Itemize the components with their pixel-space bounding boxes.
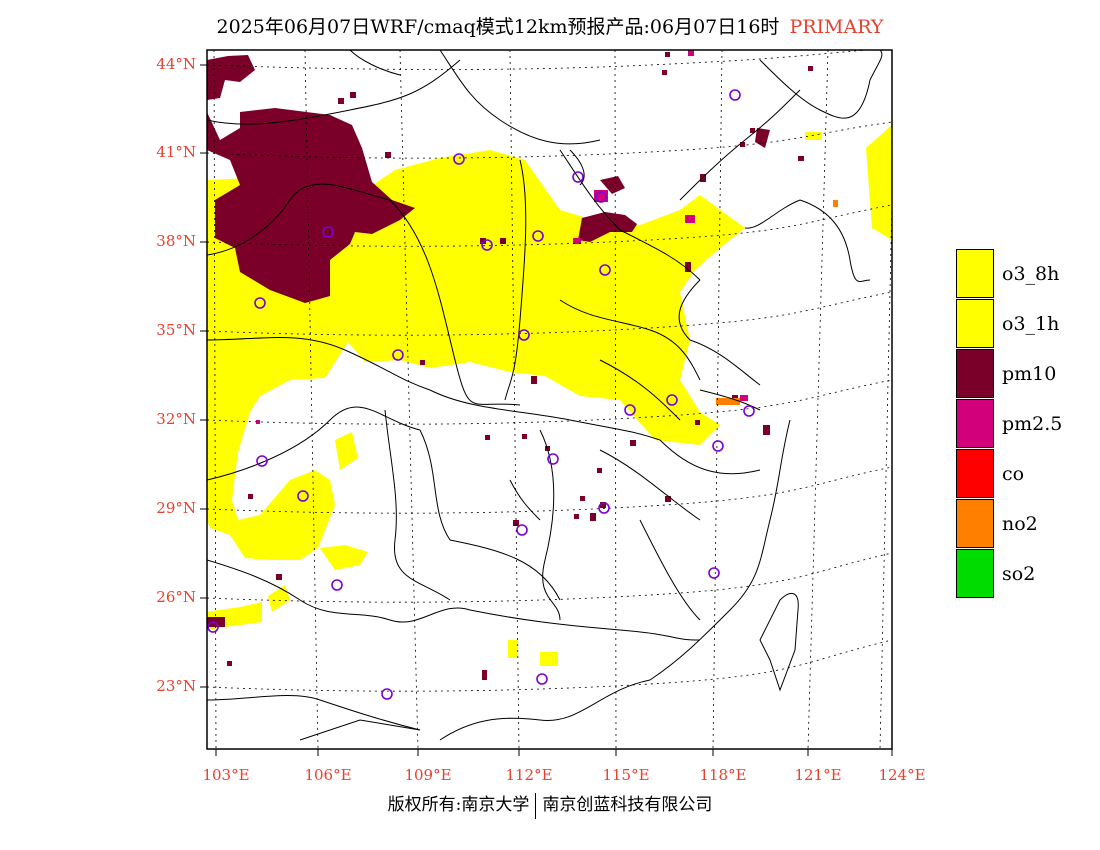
legend-label: co (1002, 463, 1025, 485)
legend-swatch (956, 549, 994, 598)
legend-swatch (956, 299, 994, 348)
lon-label: 115°E (602, 766, 650, 784)
lat-label: 26°N (156, 588, 196, 606)
legend-swatch (956, 349, 994, 398)
legend-label: o3_8h (1002, 263, 1060, 285)
legend-label: no2 (1002, 513, 1038, 535)
legend-label: o3_1h (1002, 313, 1060, 335)
lat-label: 29°N (156, 499, 196, 517)
lat-label: 44°N (156, 55, 196, 73)
legend-swatch (956, 249, 994, 298)
lat-label: 32°N (156, 410, 196, 428)
lon-label: 121°E (794, 766, 842, 784)
lon-label: 106°E (304, 766, 352, 784)
map-frame (206, 49, 893, 750)
legend-swatch (956, 449, 994, 498)
lon-label: 118°E (699, 766, 747, 784)
lon-label: 109°E (404, 766, 452, 784)
graticule (207, 50, 892, 749)
map-title: 2025年06月07日WRF/cmaq模式12km预报产品:06月07日16时 P… (0, 12, 1100, 39)
station-markers (207, 89, 755, 700)
lat-label: 41°N (156, 143, 196, 161)
legend-swatch (956, 499, 994, 548)
legend-label: pm10 (1002, 363, 1057, 385)
lat-label: 38°N (156, 232, 196, 250)
no2-regions (716, 200, 838, 405)
legend-label: so2 (1002, 563, 1036, 585)
axis-ticks (200, 64, 893, 756)
legend-swatch (956, 399, 994, 448)
lon-label: 124°E (878, 766, 926, 784)
map-content (207, 50, 892, 749)
lon-label: 112°E (505, 766, 553, 784)
lat-label: 23°N (156, 677, 196, 695)
copyright-company: 南京创蓝科技有限公司 (542, 795, 713, 815)
title-tag: PRIMARY (789, 16, 884, 38)
lon-label: 103°E (202, 766, 250, 784)
copyright-footer: 版权所有:南京大学 南京创蓝科技有限公司 (0, 790, 1100, 819)
footer-divider (535, 792, 537, 819)
copyright-owner: 版权所有:南京大学 (387, 795, 530, 815)
title-main: 2025年06月07日WRF/cmaq模式12km预报产品:06月07日16时 (216, 16, 780, 38)
lat-label: 35°N (156, 321, 196, 339)
legend-label: pm2.5 (1002, 413, 1063, 435)
province-boundaries (207, 50, 883, 741)
